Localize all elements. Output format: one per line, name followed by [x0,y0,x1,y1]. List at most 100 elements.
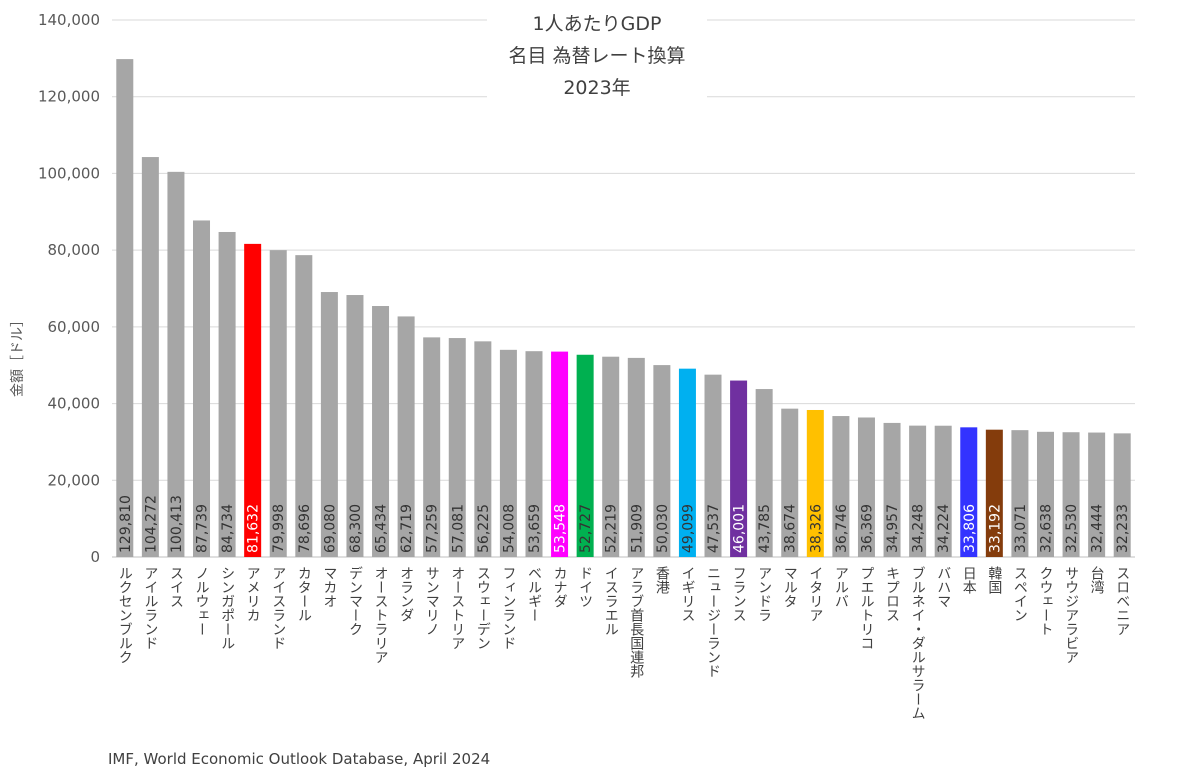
x-tick-label: カタール [296,566,312,622]
bar [1036,431,1054,557]
data-label: 54,008 [501,504,517,553]
x-tick-label: ベルギー [526,566,542,622]
x-tick-label: マカオ [321,566,337,608]
x-axis: ルクセンブルク アイルランド スイス ノルウェー シンガポール アメリカ アイスランド カター… [117,566,1130,720]
x-tick-label: アイスランド [270,566,286,650]
x-tick-label: ブルネイ・ダルサラーム [910,566,926,720]
data-label: 100,413 [169,495,185,553]
x-tick-label: カナダ [552,566,568,608]
data-label: 34,957 [885,504,901,553]
bar [1113,433,1131,557]
data-label: 104,272 [143,495,159,553]
bar [423,337,441,557]
data-label: 32,233 [1115,504,1131,553]
bar [474,341,492,557]
bar [448,338,466,557]
y-tick-label: 60,000 [48,318,101,336]
x-tick-label: ルクセンブルク [117,566,133,664]
bar [755,389,773,557]
data-label: 50,030 [655,504,671,553]
x-tick-label: スウェーデン [475,566,491,650]
bar [781,408,799,557]
x-tick-label: アメリカ [245,566,261,622]
chart-title-line-1: 1人あたりGDP [533,13,662,35]
data-label: 46,001 [732,504,748,553]
x-tick-label: フランス [731,566,747,622]
x-tick-label: スロベニア [1114,566,1130,636]
x-tick-label: ニュージーランド [705,566,721,678]
bar [934,425,952,557]
x-tick-label: 台湾 [1089,566,1105,594]
x-tick-label: 韓国 [986,566,1002,594]
y-tick-label: 140,000 [38,11,100,29]
bar [627,357,645,557]
data-label: 84,734 [220,504,236,553]
source-note: IMF, World Economic Outlook Database, Ap… [108,750,490,768]
x-tick-label: キプロス [884,566,900,622]
bar [551,351,569,557]
bar [678,368,696,557]
y-axis: 0 20,000 40,000 60,000 80,000 100,000 120,000 1… [38,11,100,566]
x-tick-label: フィンランド [500,566,516,650]
x-tick-label: デンマーク [347,566,363,636]
x-tick-label: ノルウェー [194,566,210,636]
data-label: 43,785 [757,504,773,553]
bar [372,306,390,557]
x-tick-label: 香港 [654,566,670,594]
x-tick-label: サウジアラビア [1063,566,1079,664]
data-label: 51,909 [629,504,645,553]
data-label: 36,369 [859,504,875,553]
data-label: 32,444 [1090,504,1106,553]
bar [346,295,364,557]
bar [116,59,134,557]
bar [985,429,1003,557]
data-label: 38,674 [783,504,799,553]
bar [730,380,748,557]
x-tick-label: アイルランド [142,566,158,650]
x-tick-label: シンガポール [219,566,235,650]
data-label: 32,638 [1038,504,1054,553]
bar [295,255,313,557]
data-label: 79,998 [271,504,287,553]
x-tick-label: ドイツ [577,566,593,608]
bar [960,427,978,557]
bar [857,417,875,557]
bar [397,316,415,557]
bar [525,351,543,557]
bar [141,157,159,557]
bar [909,425,927,557]
data-label: 33,071 [1013,504,1029,553]
x-tick-label: オーストリア [449,566,465,650]
x-tick-label: オランダ [398,566,414,622]
data-label: 49,099 [680,504,696,553]
data-label: 38,326 [808,504,824,553]
data-label: 32,530 [1064,504,1080,553]
x-tick-label: スペイン [1012,566,1028,622]
x-tick-label: クウェート [1037,566,1053,636]
bar [653,365,671,557]
chart-title-line-2: 名目 為替レート換算 [508,45,685,67]
data-label: 81,632 [246,504,262,553]
bar [1088,432,1106,557]
data-label: 62,719 [399,504,415,553]
data-label: 33,192 [987,504,1003,553]
data-label: 68,300 [348,504,364,553]
x-tick-label: イスラエル [603,566,619,636]
data-label: 69,080 [322,504,338,553]
bar [167,171,185,557]
data-label: 36,746 [834,504,850,553]
y-tick-label: 100,000 [38,164,100,182]
bar [1011,430,1029,557]
bar [269,250,287,558]
y-tick-label: 120,000 [38,88,100,106]
data-label: 33,806 [962,504,978,553]
bars: 129,810 104,272 100,413 87,739 84,734 81,632 7… [116,59,1131,558]
bar [244,243,262,557]
data-label: 34,248 [911,504,927,553]
data-label: 47,537 [706,504,722,553]
bar [218,231,236,557]
data-label: 34,224 [936,504,952,553]
y-tick-label: 80,000 [48,241,101,259]
bar [806,409,824,557]
